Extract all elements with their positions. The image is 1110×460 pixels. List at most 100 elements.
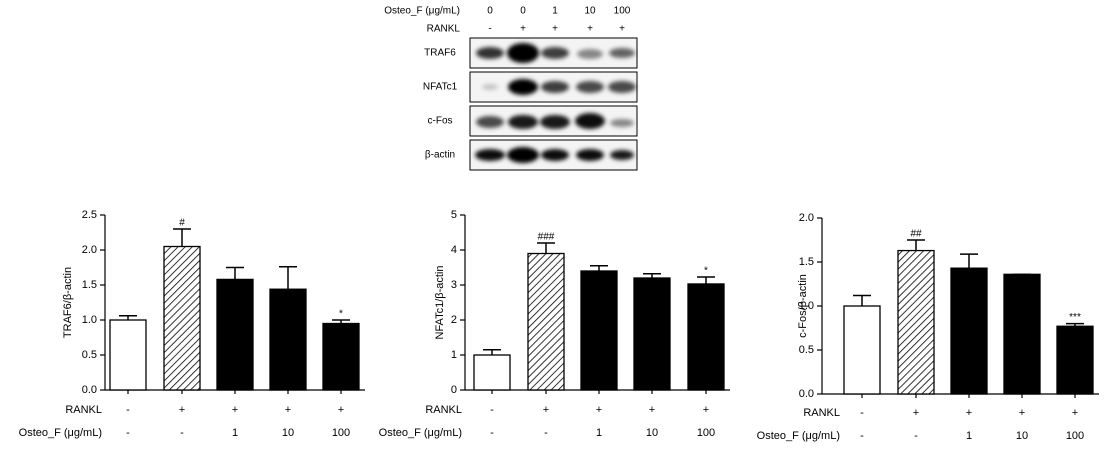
blot-lane-label: 100 <box>614 6 631 17</box>
significance-label: *** <box>1069 312 1081 323</box>
y-tick-label: 2.5 <box>82 209 97 221</box>
blot-row-label: Osteo_F (μg/mL) <box>384 6 460 17</box>
x-row-value: - <box>914 430 918 442</box>
x-row-label: RANKL <box>425 404 462 416</box>
x-row-value: 100 <box>1066 430 1084 442</box>
bar <box>473 354 511 391</box>
bar <box>216 278 254 391</box>
y-tick-label: 0 <box>451 384 457 396</box>
significance-label: ### <box>538 232 555 243</box>
bar-chart: 0.0 0.5 1.0 1.5 2.0 2.5 TRAF6/β-actin # * RANKL - +… <box>19 209 365 439</box>
x-row-value: + <box>543 404 549 416</box>
bar <box>163 245 201 391</box>
x-row-value: + <box>596 404 602 416</box>
x-row-value: + <box>703 404 709 416</box>
x-row-label: Osteo_F (μg/mL) <box>379 427 462 439</box>
bar <box>1056 325 1094 395</box>
significance-label: ## <box>910 229 922 240</box>
y-axis-title: c-Fos/β-actin <box>797 274 809 338</box>
blot-panel <box>469 71 638 103</box>
bar-chart: 0.0 0.5 1.0 1.5 2.0 c-Fos/β-actin ## *** RANKL - +… <box>757 212 1099 442</box>
significance-label: * <box>339 309 343 320</box>
y-tick-label: 0.5 <box>799 344 814 356</box>
band-label: NFATc1 <box>423 82 458 93</box>
band-label: c-Fos <box>428 116 453 127</box>
y-tick-label: 0.0 <box>82 384 97 396</box>
x-row-label: RANKL <box>65 404 102 416</box>
bar <box>1003 273 1041 395</box>
band-label: β-actin <box>425 150 455 161</box>
x-row-value: - <box>180 427 184 439</box>
y-tick-label: 3 <box>451 279 457 291</box>
x-row-value: - <box>544 427 548 439</box>
x-row-value: + <box>966 407 972 419</box>
x-row-value: 10 <box>1016 430 1028 442</box>
blot-lane-label: 0 <box>487 6 493 17</box>
x-row-value: 10 <box>646 427 658 439</box>
bar <box>687 283 725 391</box>
x-row-value: + <box>1072 407 1078 419</box>
y-tick-label: 1.0 <box>82 314 97 326</box>
bar <box>109 319 147 391</box>
blot-panel <box>469 37 638 69</box>
y-tick-label: 2.0 <box>799 212 814 224</box>
x-row-label: Osteo_F (μg/mL) <box>757 430 840 442</box>
x-row-value: + <box>285 404 291 416</box>
x-row-value: 1 <box>232 427 238 439</box>
y-tick-label: 0.5 <box>82 349 97 361</box>
x-row-value: 100 <box>697 427 715 439</box>
blot-lane-label: + <box>520 24 526 35</box>
blot-lane-label: + <box>619 24 625 35</box>
y-tick-label: 0.0 <box>799 388 814 400</box>
bar <box>950 267 988 395</box>
blot-lane-label: 1 <box>552 6 558 17</box>
blot-row-label: RANKL <box>427 24 461 35</box>
bar <box>580 270 618 391</box>
blot-lane-label: 0 <box>520 6 526 17</box>
y-tick-label: 1 <box>451 349 457 361</box>
significance-label: # <box>179 218 185 229</box>
x-row-value: + <box>232 404 238 416</box>
x-row-value: 100 <box>332 427 350 439</box>
x-row-value: - <box>490 427 494 439</box>
significance-label: * <box>704 266 708 277</box>
bar <box>322 322 360 391</box>
bar <box>897 249 935 395</box>
x-row-value: - <box>860 407 864 419</box>
band-label: TRAF6 <box>424 48 456 59</box>
x-row-value: 1 <box>966 430 972 442</box>
y-axis-title: TRAF6/β-actin <box>62 267 74 338</box>
x-row-value: + <box>913 407 919 419</box>
y-tick-label: 1.5 <box>799 256 814 268</box>
y-tick-label: 4 <box>451 244 457 256</box>
blot-panel <box>469 105 638 137</box>
blot-panel <box>469 139 638 171</box>
y-tick-label: 1.0 <box>799 300 814 312</box>
blot-lane-label: + <box>552 24 558 35</box>
x-row-value: 1 <box>596 427 602 439</box>
y-tick-label: 1.5 <box>82 279 97 291</box>
x-row-value: - <box>126 427 130 439</box>
x-row-value: + <box>179 404 185 416</box>
x-row-label: RANKL <box>803 407 840 419</box>
y-tick-label: 2.0 <box>82 244 97 256</box>
x-row-value: - <box>860 430 864 442</box>
y-axis-title: NFATc1/β-actin <box>434 266 446 340</box>
x-row-value: + <box>649 404 655 416</box>
bar <box>527 252 565 391</box>
y-tick-label: 5 <box>451 209 457 221</box>
bar <box>843 305 881 395</box>
blot-lane-label: + <box>587 24 593 35</box>
bar <box>269 288 307 391</box>
bar <box>633 277 671 391</box>
western-blot: Osteo_F (μg/mL) 0 0 1 10 100 RANKL - + + + + TRAF6 NF… <box>384 6 638 171</box>
y-tick-label: 2 <box>451 314 457 326</box>
x-row-value: + <box>338 404 344 416</box>
x-row-value: - <box>490 404 494 416</box>
blot-lane-label: - <box>488 24 491 35</box>
bar-chart: 0 1 2 3 4 5 NFATc1/β-actin ### * RANKL - + + + + Osteo_… <box>379 209 730 439</box>
blot-lane-label: 10 <box>584 6 596 17</box>
x-row-value: + <box>1019 407 1025 419</box>
